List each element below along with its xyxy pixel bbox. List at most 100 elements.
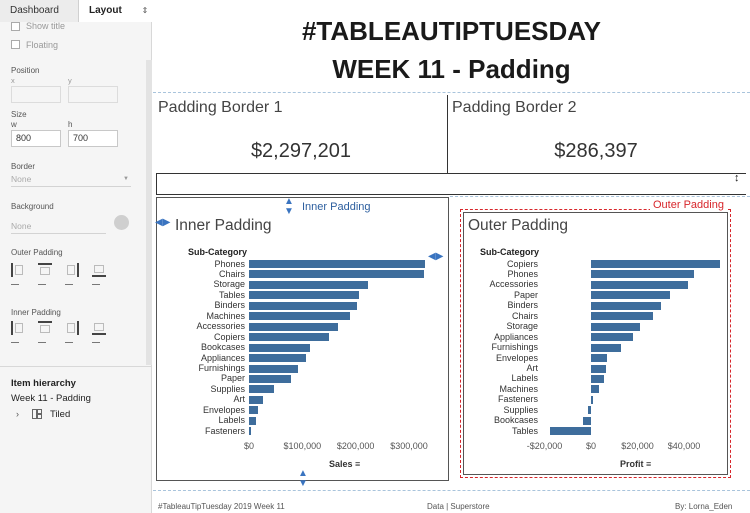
inner-bar[interactable] xyxy=(249,291,360,300)
padding-bottom-icon[interactable] xyxy=(92,263,108,277)
inner-bar[interactable] xyxy=(249,343,311,352)
inner-bar[interactable] xyxy=(249,416,256,425)
inner-category-label: Copiers xyxy=(213,331,245,342)
outer-bar[interactable] xyxy=(588,406,591,415)
inner-bar[interactable] xyxy=(249,395,264,404)
inner-bar[interactable] xyxy=(249,301,358,310)
dashed-divider xyxy=(450,196,750,197)
outer-bar[interactable] xyxy=(591,354,608,363)
inner-bar[interactable] xyxy=(249,260,425,268)
padding-top-icon[interactable] xyxy=(38,321,54,335)
outer-category-label: Tables xyxy=(511,425,538,436)
tab-layout[interactable]: Layout xyxy=(78,0,138,22)
padding-value-line xyxy=(11,342,19,343)
arrow-up-down-icon: ▲ ▼ xyxy=(298,468,308,489)
inner-bar[interactable] xyxy=(249,354,307,363)
inner-category-label: Supplies xyxy=(210,383,245,394)
floating-label: Floating xyxy=(26,40,59,50)
padding-top-icon[interactable] xyxy=(38,263,54,277)
outer-category-label: Phones xyxy=(507,268,538,279)
inner-category-label: Art xyxy=(233,394,245,405)
inner-bar[interactable] xyxy=(249,364,298,373)
chevron-right-icon[interactable]: › xyxy=(16,409,19,419)
padding-right-icon[interactable] xyxy=(65,321,81,335)
panel-scrollbar[interactable] xyxy=(146,60,152,365)
outer-bar[interactable] xyxy=(549,427,591,436)
padding-all-icon[interactable] xyxy=(11,263,27,277)
outer-category-label: Labels xyxy=(511,373,538,384)
inner-category-label: Bookcases xyxy=(200,342,245,353)
outer-bar[interactable] xyxy=(591,333,634,342)
sort-icon[interactable]: ≡ xyxy=(355,459,361,469)
outer-subcategory-header: Sub-Category xyxy=(480,247,540,257)
position-x-input xyxy=(11,86,61,103)
resize-handle-icon[interactable]: ↕ xyxy=(734,172,740,184)
outer-bar[interactable] xyxy=(591,291,671,300)
floating-checkbox[interactable] xyxy=(11,40,20,49)
outer-category-label: Appliances xyxy=(493,331,538,342)
outer-bar[interactable] xyxy=(591,280,689,289)
inner-tick-label: $300,000 xyxy=(390,441,428,451)
tiled-container-icon xyxy=(32,409,42,419)
position-y-input xyxy=(68,86,118,103)
footer-left: #TableauTipTuesday 2019 Week 11 xyxy=(158,502,285,511)
outer-bar[interactable] xyxy=(591,374,604,383)
inner-bar[interactable] xyxy=(249,270,425,279)
color-swatch-icon[interactable] xyxy=(114,215,129,230)
inner-padding-container[interactable] xyxy=(156,197,449,481)
outer-bar[interactable] xyxy=(591,301,662,310)
inner-bar[interactable] xyxy=(249,427,251,436)
tab-dashboard[interactable]: Dashboard xyxy=(0,0,78,22)
dashboard-title-line2: WEEK 11 - Padding xyxy=(332,54,571,84)
outer-bar[interactable] xyxy=(591,395,594,404)
kpi1-value: $2,297,201 xyxy=(250,140,352,162)
inner-padding-icons xyxy=(11,321,108,335)
tab-menu-arrow[interactable]: ⇕ xyxy=(138,0,152,22)
inner-bar[interactable] xyxy=(249,385,274,394)
inner-padding-label: Inner Padding xyxy=(11,308,61,317)
outer-bar[interactable] xyxy=(591,312,653,321)
blank-container[interactable] xyxy=(156,173,746,195)
border-dropdown[interactable]: None ▼ xyxy=(11,173,131,187)
inner-bar[interactable] xyxy=(249,374,291,383)
outer-bar[interactable] xyxy=(591,260,721,268)
inner-bar[interactable] xyxy=(249,333,329,342)
inner-bar[interactable] xyxy=(249,406,258,415)
outer-padding-label: Outer Padding xyxy=(11,248,63,257)
outer-bar[interactable] xyxy=(591,364,607,373)
outer-category-label: Furnishings xyxy=(491,342,538,353)
inner-tick-label: $100,000 xyxy=(283,441,322,451)
item-hierarchy-label: Item hierarchy xyxy=(11,378,76,389)
height-input[interactable]: 700 xyxy=(68,130,118,147)
inner-bar[interactable] xyxy=(249,322,339,331)
background-label: Background xyxy=(11,202,54,211)
outer-bar[interactable] xyxy=(582,416,591,425)
footer-right: By: Lorna_Eden xyxy=(675,502,733,511)
padding-value-line xyxy=(38,284,46,285)
padding-bottom-icon[interactable] xyxy=(92,321,108,335)
hierarchy-child-item[interactable]: Tiled xyxy=(50,409,71,420)
inner-padding-note: Inner Padding xyxy=(302,201,371,213)
width-input[interactable]: 800 xyxy=(11,130,61,147)
outer-bar[interactable] xyxy=(591,385,599,394)
inner-category-label: Paper xyxy=(220,373,245,384)
padding-all-icon[interactable] xyxy=(11,321,27,335)
outer-tick-label: $0 xyxy=(585,441,596,451)
inner-tick-label: $200,000 xyxy=(336,441,375,451)
outer-padding-container[interactable] xyxy=(463,212,728,475)
inner-bar[interactable] xyxy=(249,312,350,321)
inner-bar[interactable] xyxy=(249,280,369,289)
outer-bar[interactable] xyxy=(591,343,622,352)
sort-icon[interactable]: ≡ xyxy=(646,459,652,469)
x-label: x xyxy=(11,76,15,85)
dashed-divider xyxy=(153,92,750,93)
show-title-checkbox[interactable] xyxy=(11,22,20,31)
dashboard-canvas: #TABLEAUTIPTUESDAY WEEK 11 - Padding Pad… xyxy=(153,0,750,513)
outer-bar[interactable] xyxy=(591,322,641,331)
outer-category-label: Supplies xyxy=(503,404,538,415)
outer-bar[interactable] xyxy=(591,270,695,279)
background-dropdown[interactable]: None xyxy=(11,220,106,234)
hierarchy-root-item[interactable]: Week 11 - Padding xyxy=(11,393,91,404)
padding-right-icon[interactable] xyxy=(65,263,81,277)
arrow-up-down-icon: ▲ ▼ xyxy=(284,196,294,217)
